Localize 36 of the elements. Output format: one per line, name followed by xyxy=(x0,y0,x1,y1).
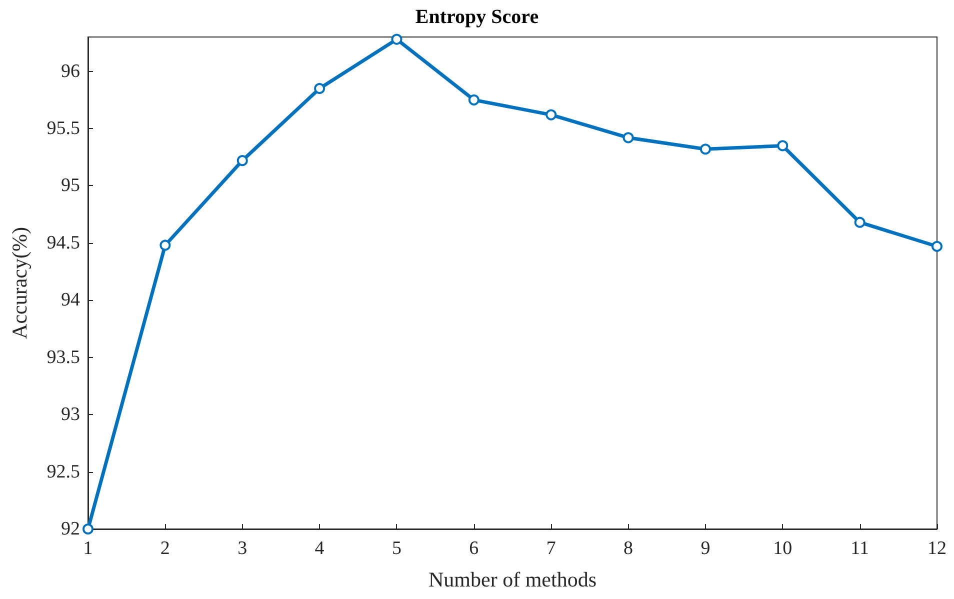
y-tick-label: 96 xyxy=(61,60,80,82)
point xyxy=(468,94,480,106)
x-tick-label: 12 xyxy=(928,538,946,559)
x-tick-label: 6 xyxy=(469,538,479,559)
y-tick-label: 92.5 xyxy=(46,461,80,482)
y-tick-label: 93.5 xyxy=(46,346,80,368)
y-tick-label: 93 xyxy=(61,404,80,426)
point xyxy=(314,82,326,94)
point xyxy=(160,240,171,251)
point xyxy=(854,216,866,228)
x-tick-label: 8 xyxy=(624,538,634,559)
x-tick-label: 7 xyxy=(546,538,556,559)
x-tick-label: 11 xyxy=(850,538,869,559)
point xyxy=(236,155,248,166)
chart-title: Entropy Score xyxy=(415,6,539,28)
x-tick-label: 3 xyxy=(238,538,248,559)
y-tick-label: 95 xyxy=(61,175,80,196)
y-tick-label: 92 xyxy=(61,518,80,540)
point xyxy=(932,240,942,252)
point xyxy=(777,140,788,152)
point xyxy=(391,34,402,45)
y-tick-label: 94 xyxy=(61,290,80,311)
y-tick-label: 94.5 xyxy=(46,232,80,254)
y-axis-title: Accuracy(%) xyxy=(8,227,32,339)
point xyxy=(622,132,634,144)
x-tick-label: 5 xyxy=(392,538,402,559)
point xyxy=(82,524,94,534)
x-tick-label: 4 xyxy=(314,538,325,559)
point xyxy=(700,144,711,155)
x-tick-label: 9 xyxy=(700,538,710,559)
x-tick-label: 1 xyxy=(83,538,93,559)
y-tick-label: 95.5 xyxy=(46,118,80,140)
x-axis-title: Number of methods xyxy=(428,568,596,592)
point xyxy=(546,109,557,120)
x-tick-label: 2 xyxy=(160,538,170,559)
x-tick-label: 10 xyxy=(773,538,792,559)
